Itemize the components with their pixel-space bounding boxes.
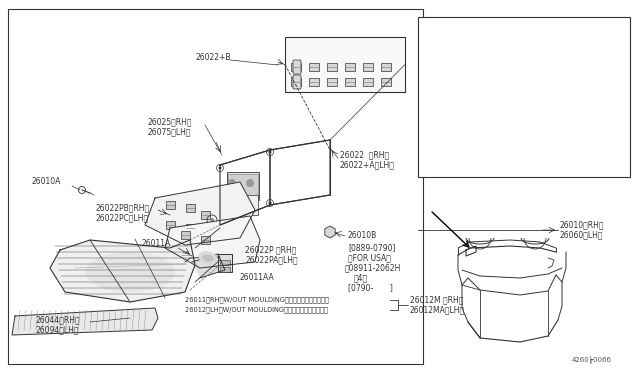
Polygon shape <box>192 254 225 278</box>
Text: [0790-       ]: [0790- ] <box>348 283 393 292</box>
Text: 26022P 〈RH〉: 26022P 〈RH〉 <box>245 246 296 254</box>
Bar <box>218 254 232 272</box>
Polygon shape <box>165 216 260 268</box>
Text: 26011〈RH〉W/OUT MOULDING　（モールディング無）: 26011〈RH〉W/OUT MOULDING （モールディング無） <box>185 297 329 303</box>
Text: 26094〈LH〉: 26094〈LH〉 <box>35 326 79 334</box>
Text: 26060〈LH〉: 26060〈LH〉 <box>560 231 604 240</box>
Text: 26022PA〈LH〉: 26022PA〈LH〉 <box>245 256 298 264</box>
Bar <box>285 37 405 92</box>
Bar <box>381 63 391 71</box>
Circle shape <box>210 218 214 222</box>
Circle shape <box>246 179 254 187</box>
Text: 26022+B: 26022+B <box>195 52 230 61</box>
Polygon shape <box>145 182 255 245</box>
Bar <box>8 9 423 364</box>
Text: 26044〈RH〉: 26044〈RH〉 <box>35 315 79 324</box>
Text: [0889-0790]: [0889-0790] <box>348 244 396 253</box>
Polygon shape <box>50 240 195 302</box>
Bar <box>181 231 190 239</box>
Text: 26022PB〈RH〉: 26022PB〈RH〉 <box>95 203 149 212</box>
Ellipse shape <box>203 255 213 261</box>
Bar <box>309 78 319 86</box>
FancyBboxPatch shape <box>293 60 301 74</box>
Ellipse shape <box>199 252 217 264</box>
Circle shape <box>218 167 221 170</box>
Bar <box>381 78 391 86</box>
Bar <box>186 224 195 232</box>
Text: 26011AA: 26011AA <box>240 273 275 282</box>
Bar <box>201 211 210 219</box>
Bar <box>291 63 301 71</box>
Text: 26022PC〈LH〉: 26022PC〈LH〉 <box>95 214 148 222</box>
Text: 26012M 〈RH〉: 26012M 〈RH〉 <box>410 295 463 305</box>
Text: 26022  〈RH〉: 26022 〈RH〉 <box>340 151 389 160</box>
Bar <box>201 236 210 244</box>
Bar <box>345 63 355 71</box>
Bar <box>227 172 259 200</box>
Text: 26022+A〈LH〉: 26022+A〈LH〉 <box>340 160 395 170</box>
Text: 26075〈LH〉: 26075〈LH〉 <box>148 128 191 137</box>
Bar <box>220 260 230 265</box>
Text: 26011A: 26011A <box>142 238 172 247</box>
Bar <box>166 221 175 229</box>
FancyBboxPatch shape <box>293 75 301 89</box>
Text: 26012MA〈LH〉: 26012MA〈LH〉 <box>410 305 465 314</box>
Circle shape <box>218 218 221 221</box>
Bar <box>166 201 175 209</box>
Ellipse shape <box>85 252 175 292</box>
Text: （4）: （4） <box>354 273 368 282</box>
Bar <box>327 63 337 71</box>
Text: （FOR USA）: （FOR USA） <box>348 253 391 263</box>
Bar <box>220 267 230 272</box>
Bar <box>345 78 355 86</box>
Text: 26010A: 26010A <box>32 177 61 186</box>
Text: ⓝ08911-2062H: ⓝ08911-2062H <box>345 263 401 273</box>
Bar <box>291 78 301 86</box>
Bar <box>418 17 630 177</box>
Bar <box>363 78 373 86</box>
Bar <box>181 251 190 259</box>
Bar <box>201 254 210 262</box>
Bar <box>186 204 195 212</box>
Bar <box>230 195 258 215</box>
Text: 26025〈RH〉: 26025〈RH〉 <box>148 118 193 126</box>
Circle shape <box>269 151 271 154</box>
Bar <box>228 174 258 198</box>
Circle shape <box>269 202 271 205</box>
Text: 26012〈LH〉W/OUT MOULDING　（モールディング無）: 26012〈LH〉W/OUT MOULDING （モールディング無） <box>185 307 328 313</box>
Circle shape <box>228 179 236 187</box>
Bar <box>309 63 319 71</box>
Polygon shape <box>12 308 158 335</box>
Text: 4260┢0066: 4260┢0066 <box>572 356 612 364</box>
Text: 26010B: 26010B <box>348 231 377 241</box>
Bar <box>327 78 337 86</box>
Bar <box>363 63 373 71</box>
Text: 26010〈RH〉: 26010〈RH〉 <box>560 221 605 230</box>
